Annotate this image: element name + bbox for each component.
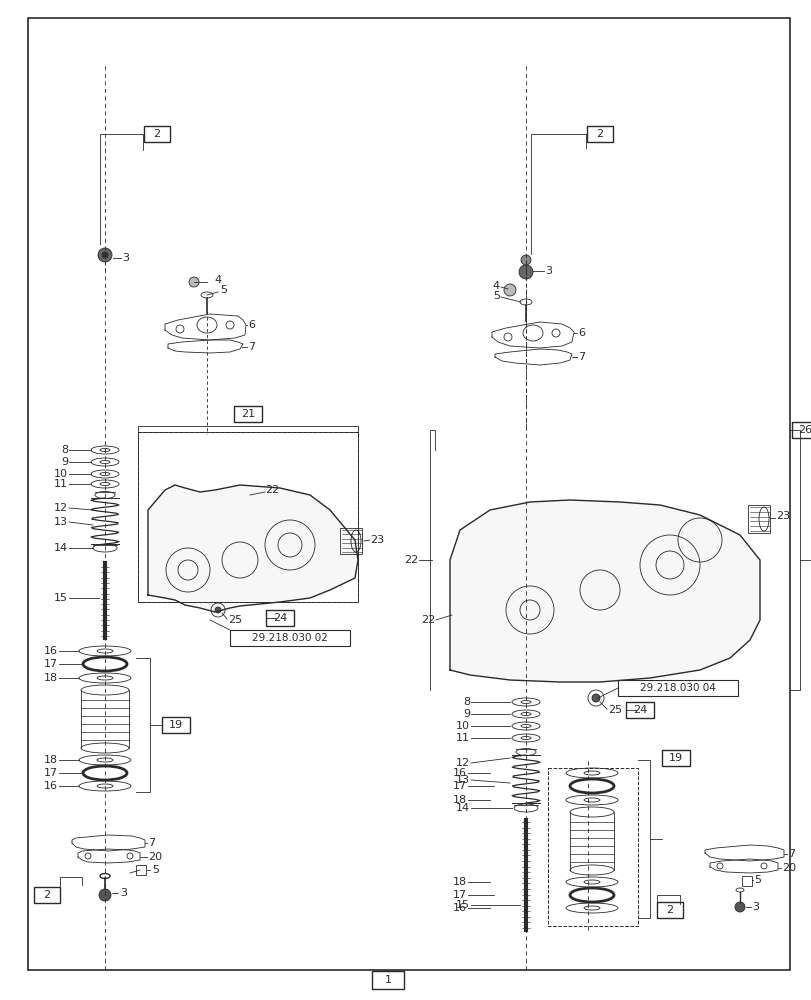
Circle shape [215,607,221,613]
Bar [266,610,294,626]
Text: 29.218.030 02: 29.218.030 02 [251,633,328,643]
Text: 7: 7 [247,342,255,352]
Text: 13: 13 [456,775,470,785]
Text: 15: 15 [54,593,68,603]
Bar [586,126,612,142]
Bar [138,432,358,602]
Circle shape [98,248,112,262]
Bar [547,768,637,926]
Text: 5: 5 [152,865,159,875]
Bar [135,865,146,875]
Text: 1: 1 [384,975,391,985]
Circle shape [504,284,515,296]
Text: 8: 8 [61,445,68,455]
Text: 17: 17 [453,890,466,900]
Text: 11: 11 [456,733,470,743]
Text: 16: 16 [453,768,466,778]
Text: 23: 23 [775,511,789,521]
Text: 3: 3 [544,266,551,276]
Text: 9: 9 [61,457,68,467]
Circle shape [102,252,108,258]
Text: 24: 24 [272,613,287,623]
Text: 14: 14 [54,543,68,553]
Text: 25: 25 [607,705,621,715]
Text: 6: 6 [247,320,255,330]
Text: 22: 22 [403,555,418,565]
Text: 3: 3 [751,902,758,912]
Text: 8: 8 [462,697,470,707]
Polygon shape [148,485,358,612]
Polygon shape [449,500,759,682]
Bar [661,750,689,766]
Text: 15: 15 [456,900,470,910]
Text: 18: 18 [453,795,466,805]
Bar [144,126,169,142]
Bar [340,528,362,554]
Text: 2: 2 [43,890,50,900]
Text: 19: 19 [169,720,182,730]
Bar [371,971,404,989]
Text: 7: 7 [577,352,585,362]
Bar [230,630,350,646]
Bar [656,902,682,918]
Circle shape [518,265,532,279]
Circle shape [734,902,744,912]
Text: 7: 7 [148,838,155,848]
Text: 19: 19 [668,753,682,763]
Text: 29.218.030 04: 29.218.030 04 [639,683,715,693]
Text: 23: 23 [370,535,384,545]
Text: 26: 26 [797,425,811,435]
Text: 4: 4 [214,275,221,285]
Text: 3: 3 [120,888,127,898]
Text: 22: 22 [264,485,279,495]
Bar [747,505,769,533]
Text: 6: 6 [577,328,584,338]
Text: 13: 13 [54,517,68,527]
Text: 18: 18 [44,755,58,765]
Text: 16: 16 [44,646,58,656]
Bar [741,876,751,886]
Text: 10: 10 [54,469,68,479]
Text: 7: 7 [787,849,794,859]
Bar [34,887,60,903]
Text: 5: 5 [492,291,500,301]
Text: 2: 2 [153,129,161,139]
Text: 24: 24 [632,705,646,715]
Text: 4: 4 [492,281,500,291]
Text: 18: 18 [453,877,466,887]
Text: 16: 16 [453,903,466,913]
Text: 21: 21 [241,409,255,419]
Text: 17: 17 [453,781,466,791]
Text: 17: 17 [44,768,58,778]
Text: 20: 20 [781,863,795,873]
Text: 10: 10 [456,721,470,731]
Text: 12: 12 [54,503,68,513]
Text: 18: 18 [44,673,58,683]
Circle shape [189,277,199,287]
Text: 17: 17 [44,659,58,669]
Text: 22: 22 [420,615,435,625]
Text: 5: 5 [753,875,760,885]
Circle shape [591,694,599,702]
Bar [791,422,811,438]
Bar [162,717,190,733]
Text: 14: 14 [455,803,470,813]
Text: 2: 2 [596,129,603,139]
Bar [617,680,737,696]
Text: 2: 2 [666,905,673,915]
Text: 12: 12 [455,758,470,768]
Text: 16: 16 [44,781,58,791]
Text: 25: 25 [228,615,242,625]
Bar [138,432,358,602]
Circle shape [521,255,530,265]
Text: 9: 9 [462,709,470,719]
Text: 20: 20 [148,852,162,862]
Bar [234,406,262,422]
Circle shape [99,889,111,901]
Text: 5: 5 [220,285,227,295]
Bar [625,702,653,718]
Text: 3: 3 [122,253,129,263]
Text: 11: 11 [54,479,68,489]
